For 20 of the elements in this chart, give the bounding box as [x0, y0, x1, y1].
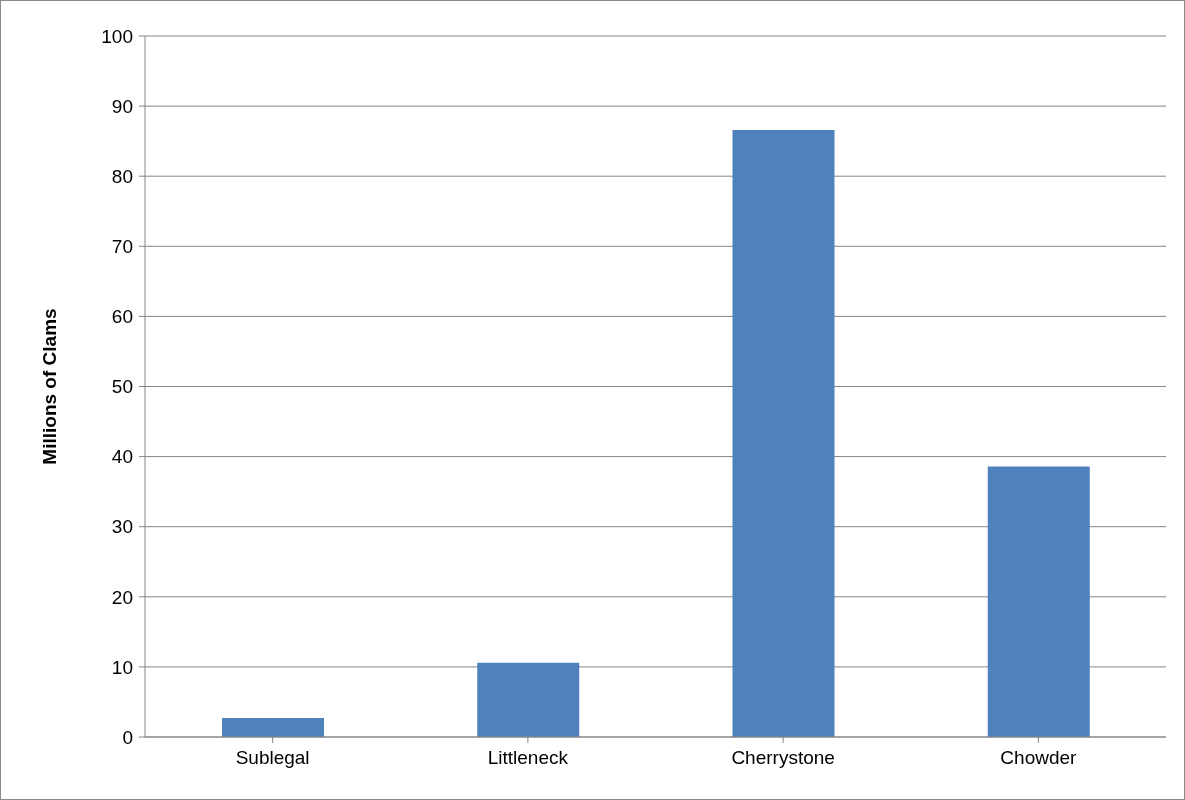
y-tick-label: 30: [111, 516, 133, 538]
bar: [732, 129, 835, 737]
y-axis-title: Millions of Clams: [38, 308, 60, 465]
y-tick-label: 100: [101, 25, 133, 47]
bar: [987, 466, 1090, 737]
bar: [477, 662, 580, 737]
x-tick-label: Sublegal: [235, 747, 310, 769]
y-tick-label: 80: [111, 165, 133, 187]
y-tick-label: 60: [111, 306, 133, 328]
y-tick-label: 20: [111, 586, 133, 608]
y-tick-label: 0: [122, 726, 133, 748]
y-tick-label: 40: [111, 446, 133, 468]
y-tick-label: 10: [111, 656, 133, 678]
y-tick-label: 70: [111, 236, 133, 258]
bar: [222, 718, 324, 737]
x-tick-label: Chowder: [1000, 747, 1078, 769]
x-tick-label: Littleneck: [487, 747, 569, 769]
y-tick-label: 90: [111, 95, 133, 117]
y-tick-label: 50: [111, 376, 133, 398]
x-tick-label: Cherrystone: [731, 747, 835, 769]
